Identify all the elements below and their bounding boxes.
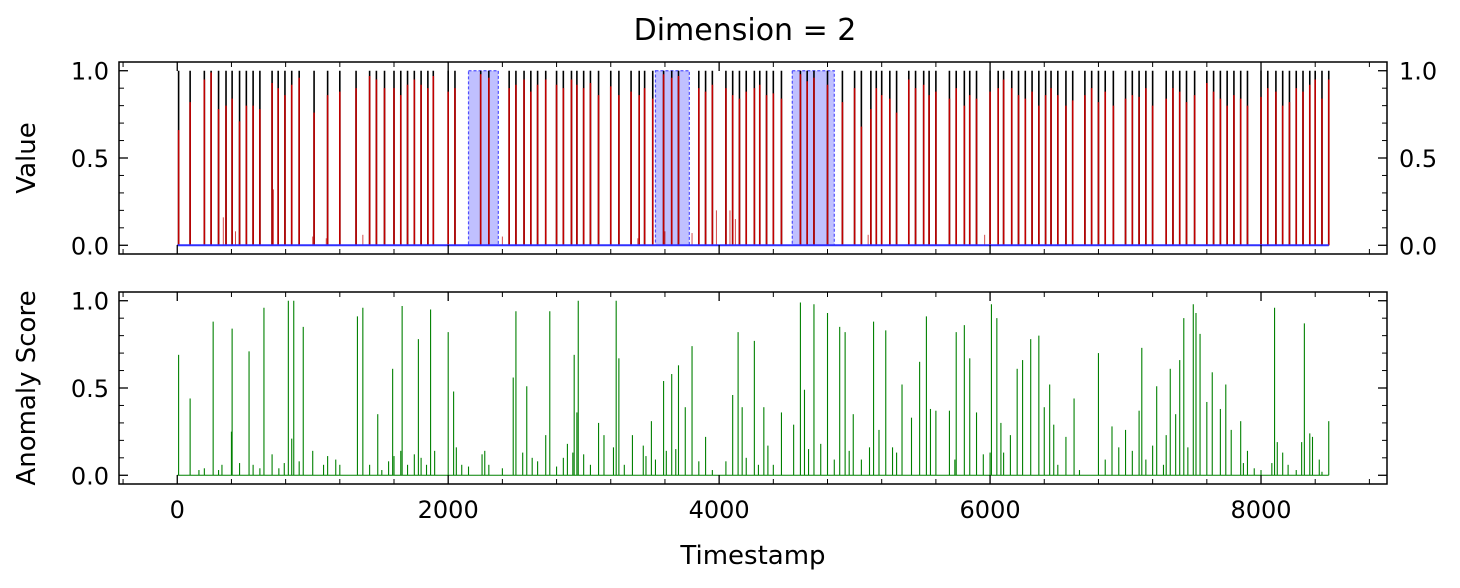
score-y-tick-label-1: 0.5 [71,375,109,403]
value-y-tick-label-1: 0.5 [71,145,109,173]
value-axes-frame [118,61,1388,255]
score-y-tick-label-0: 0.0 [71,462,109,490]
value-y-tick-label-2: 1.0 [71,58,109,86]
panel-value: 0.0 0.0 0.5 0.5 1.0 1.0 [71,58,1437,261]
panel-anomaly-score: 0 2000 4000 6000 8000 0.0 0.5 1.0 [71,288,1388,524]
x-axis-label: Timestamp [679,541,825,571]
y-axis-label-value: Value [12,122,42,193]
x-tick-label-4: 8000 [1230,496,1291,524]
x-tick-label-0: 0 [170,496,185,524]
x-tick-label-3: 6000 [960,496,1021,524]
value-y-tick-label-0: 0.0 [71,232,109,260]
value-right-y-tick-label-0: 0.0 [1399,232,1437,260]
anomaly-region-0 [467,70,499,246]
value-right-y-tick-label-2: 1.0 [1399,58,1437,86]
score-axes-frame [118,291,1388,485]
chart-title: Dimension = 2 [634,13,857,48]
score-y-tick-label-2: 1.0 [71,288,109,316]
x-tick-label-1: 2000 [418,496,479,524]
y-axis-label-anomaly-score: Anomaly Score [12,290,42,485]
x-tick-label-2: 4000 [689,496,750,524]
value-right-y-tick-label-1: 0.5 [1399,145,1437,173]
